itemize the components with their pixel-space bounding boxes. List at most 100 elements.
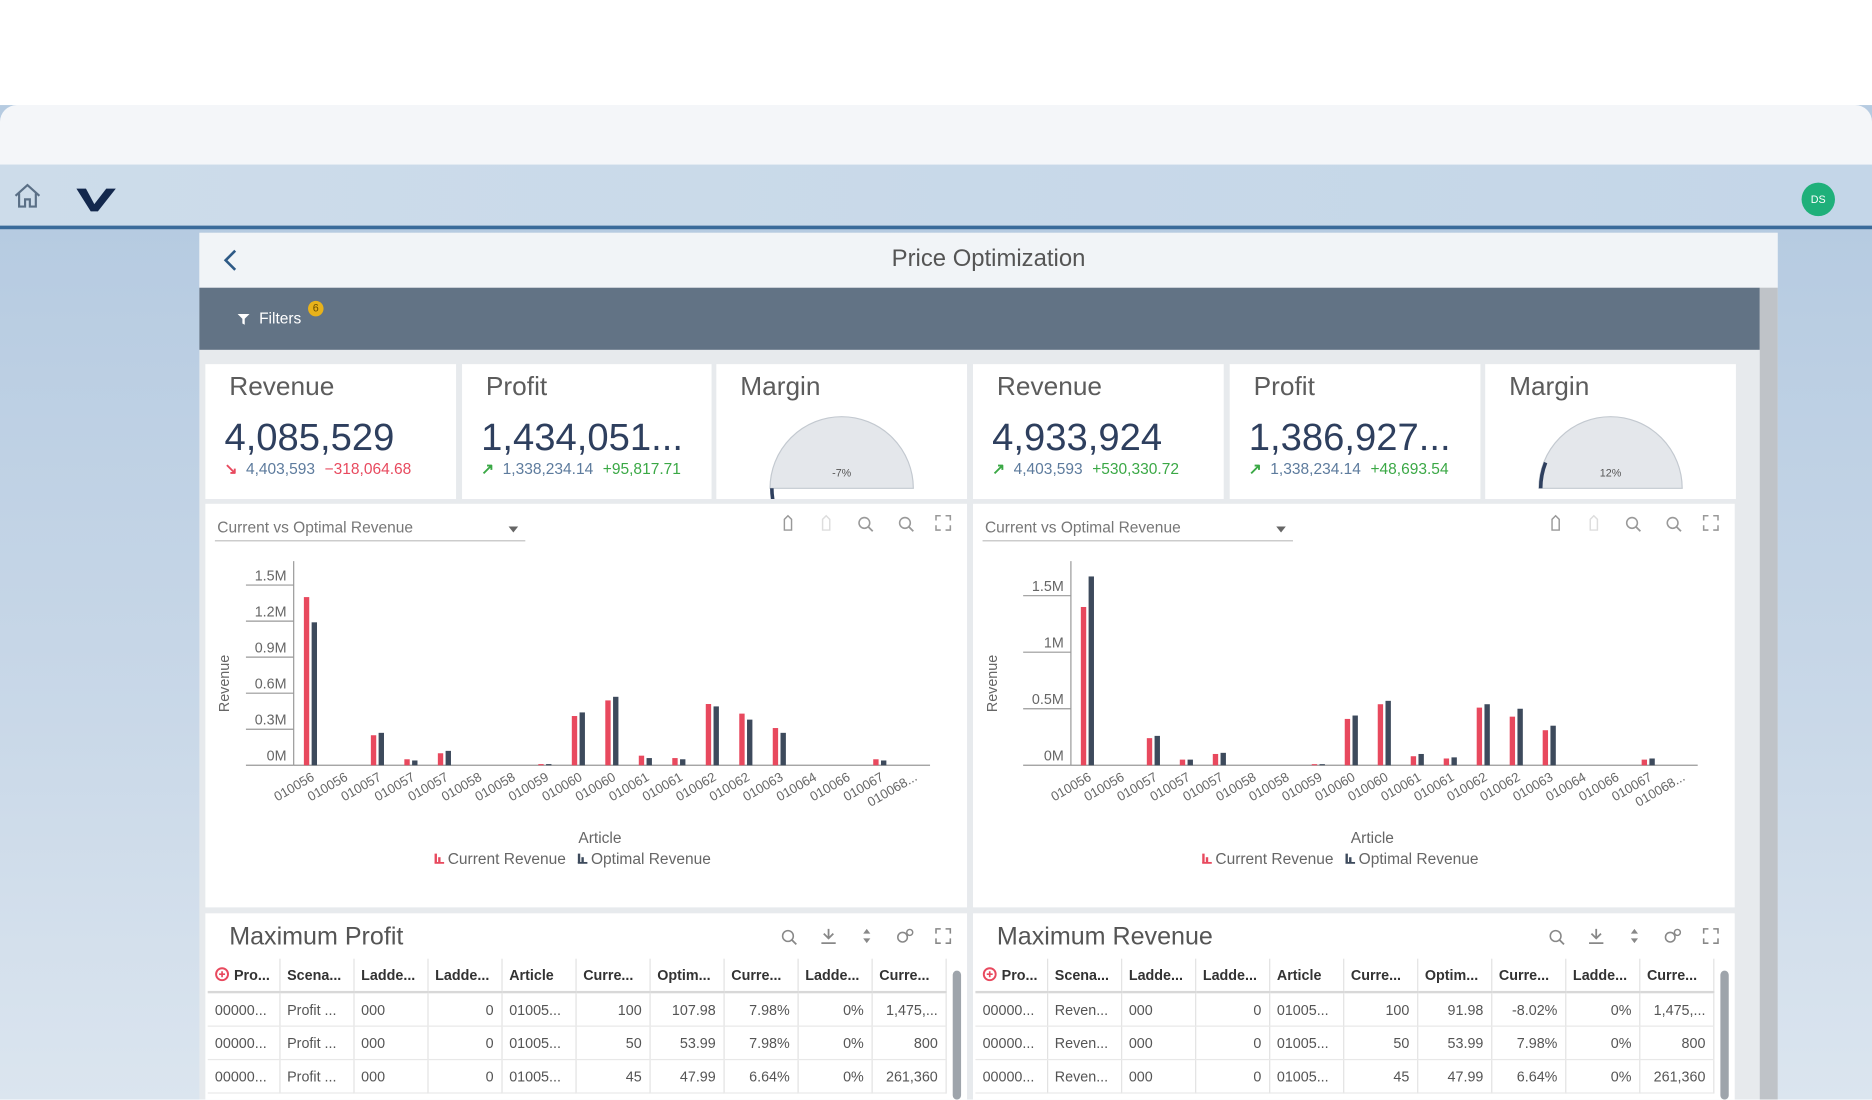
column-header[interactable]: Ladde... [1565, 959, 1639, 992]
chart-dropdown[interactable]: Current vs Optimal Revenue [217, 519, 413, 536]
table-row[interactable]: 00000...Reven...000001005...4547.996.64%… [975, 1060, 1713, 1093]
table-row[interactable]: 00000...Profit ...000001005...5053.997.9… [208, 1026, 946, 1059]
toolbar-icon[interactable] [863, 929, 870, 943]
bar [605, 700, 610, 765]
toolbar-icon[interactable] [1704, 516, 1718, 530]
column-header[interactable]: Curre... [1491, 959, 1565, 992]
column-header[interactable]: Ladde... [427, 959, 501, 992]
column-header-label: Pro... [1002, 966, 1038, 983]
kpi-value: 4,085,529 [224, 415, 394, 459]
table-scrollbar[interactable] [953, 971, 961, 1100]
column-header[interactable]: Ladde... [1195, 959, 1269, 992]
toolbar-icon[interactable] [900, 518, 914, 532]
toolbar-icon[interactable] [936, 929, 950, 943]
bar [1147, 738, 1152, 765]
table-panel: Maximum ProfitPro...Scena...Ladde...Ladd… [205, 913, 967, 1099]
column-header-label: Curre... [879, 966, 929, 983]
toolbar-icon[interactable] [1627, 518, 1641, 532]
toolbar-icon[interactable] [1667, 518, 1681, 532]
table-cell: 0 [1195, 992, 1269, 1026]
toolbar-icon[interactable] [1631, 929, 1638, 943]
column-header[interactable]: Ladde... [1121, 959, 1195, 992]
column-header[interactable]: Scena... [1047, 959, 1121, 992]
table-cell: 100 [575, 992, 649, 1026]
column-header[interactable]: Curre... [575, 959, 649, 992]
icon-glyph [909, 527, 914, 532]
legend-item[interactable]: Optimal Revenue [578, 851, 711, 868]
table-cell: 0% [798, 1026, 872, 1059]
toolbar-icon[interactable] [823, 516, 830, 530]
table-cell: 800 [872, 1026, 946, 1059]
column-header[interactable]: Optim... [1417, 959, 1491, 992]
column-header-label: Ladde... [1573, 966, 1627, 983]
toolbar-icon[interactable] [859, 518, 873, 532]
column-header[interactable]: Curre... [1639, 959, 1713, 992]
bar [1385, 701, 1390, 765]
table-cell: 7.98% [723, 1026, 797, 1059]
toolbar-icon[interactable] [784, 516, 791, 530]
toolbar-icon[interactable] [1665, 929, 1680, 942]
bar [714, 706, 719, 765]
table-cell: 00000... [975, 1060, 1047, 1093]
x-axis-title: Article [578, 830, 621, 847]
table-row[interactable]: 00000...Reven...000001005...5053.997.98%… [975, 1026, 1713, 1059]
column-header[interactable]: Curre... [1343, 959, 1417, 992]
gauge-label: 12% [1600, 467, 1622, 479]
table-panel: Maximum RevenuePro...Scena...Ladde...Lad… [973, 913, 1735, 1099]
table-row[interactable]: 00000...Profit ...000001005...4547.996.6… [208, 1060, 946, 1093]
column-header[interactable]: Curre... [872, 959, 946, 992]
table-cell: 00000... [975, 992, 1047, 1026]
bar [739, 714, 744, 766]
column-header[interactable]: Ladde... [353, 959, 427, 992]
table-row[interactable]: 00000...Profit ...000001005...100107.987… [208, 992, 946, 1026]
table-cell: 01005... [501, 1060, 575, 1093]
bar [404, 759, 409, 765]
column-header[interactable]: Article [1269, 959, 1343, 992]
table-cell: 6.64% [1491, 1060, 1565, 1093]
bar [1543, 730, 1548, 765]
chart-dropdown[interactable]: Current vs Optimal Revenue [985, 519, 1181, 536]
kpi-sub: ↗4,403,593+530,330.72 [992, 460, 1205, 479]
table-cell: Reven... [1047, 992, 1121, 1026]
toolbar-icon[interactable] [1590, 516, 1597, 530]
column-header[interactable]: Scena... [279, 959, 353, 992]
gauge-arc [772, 488, 774, 499]
column-header[interactable]: Optim... [649, 959, 723, 992]
toolbar-icon[interactable] [783, 931, 797, 945]
y-tick-label: 0.3M [255, 712, 287, 728]
column-header[interactable]: Article [501, 959, 575, 992]
table-scrollbar[interactable] [1720, 971, 1728, 1100]
toolbar-icon[interactable] [1704, 929, 1718, 943]
toolbar-icon[interactable] [1552, 516, 1559, 530]
legend-item[interactable]: Current Revenue [435, 851, 566, 868]
add-icon-cross [987, 971, 993, 977]
column-header[interactable]: Curre... [723, 959, 797, 992]
table-body: 00000...Profit ...000001005...100107.987… [208, 992, 946, 1093]
table-cell: 00000... [975, 1026, 1047, 1059]
kpi-baseline: ↘4,403,593 [224, 460, 315, 479]
toolbar-icon[interactable] [821, 929, 835, 943]
icon-glyph [821, 929, 835, 943]
bar [1444, 758, 1449, 765]
column-header[interactable]: Pro... [208, 959, 280, 992]
column-header[interactable]: Ladde... [798, 959, 872, 992]
toolbar-icon[interactable] [1589, 929, 1603, 943]
bar [412, 760, 417, 765]
bar [680, 759, 685, 765]
table-cell: 53.99 [1417, 1026, 1491, 1059]
toolbar-icon[interactable] [898, 929, 913, 942]
toolbar-icon[interactable] [936, 516, 950, 530]
toolbar-icon[interactable] [1550, 931, 1564, 945]
column-header[interactable]: Pro... [975, 959, 1047, 992]
y-tick-label: 1.5M [1032, 579, 1064, 595]
trend-arrow: ↗ [481, 460, 498, 479]
column-header-label: Optim... [1425, 966, 1478, 983]
legend-item[interactable]: Optimal Revenue [1346, 851, 1479, 868]
kpi-title: Revenue [229, 371, 334, 402]
column-header-label: Scena... [1055, 966, 1109, 983]
table-row[interactable]: 00000...Reven...000001005...10091.98-8.0… [975, 992, 1713, 1026]
icon-glyph [898, 932, 908, 942]
legend-item[interactable]: Current Revenue [1202, 851, 1333, 868]
y-axis-title: Revenue [217, 655, 233, 712]
table-cell: 0 [1195, 1060, 1269, 1093]
